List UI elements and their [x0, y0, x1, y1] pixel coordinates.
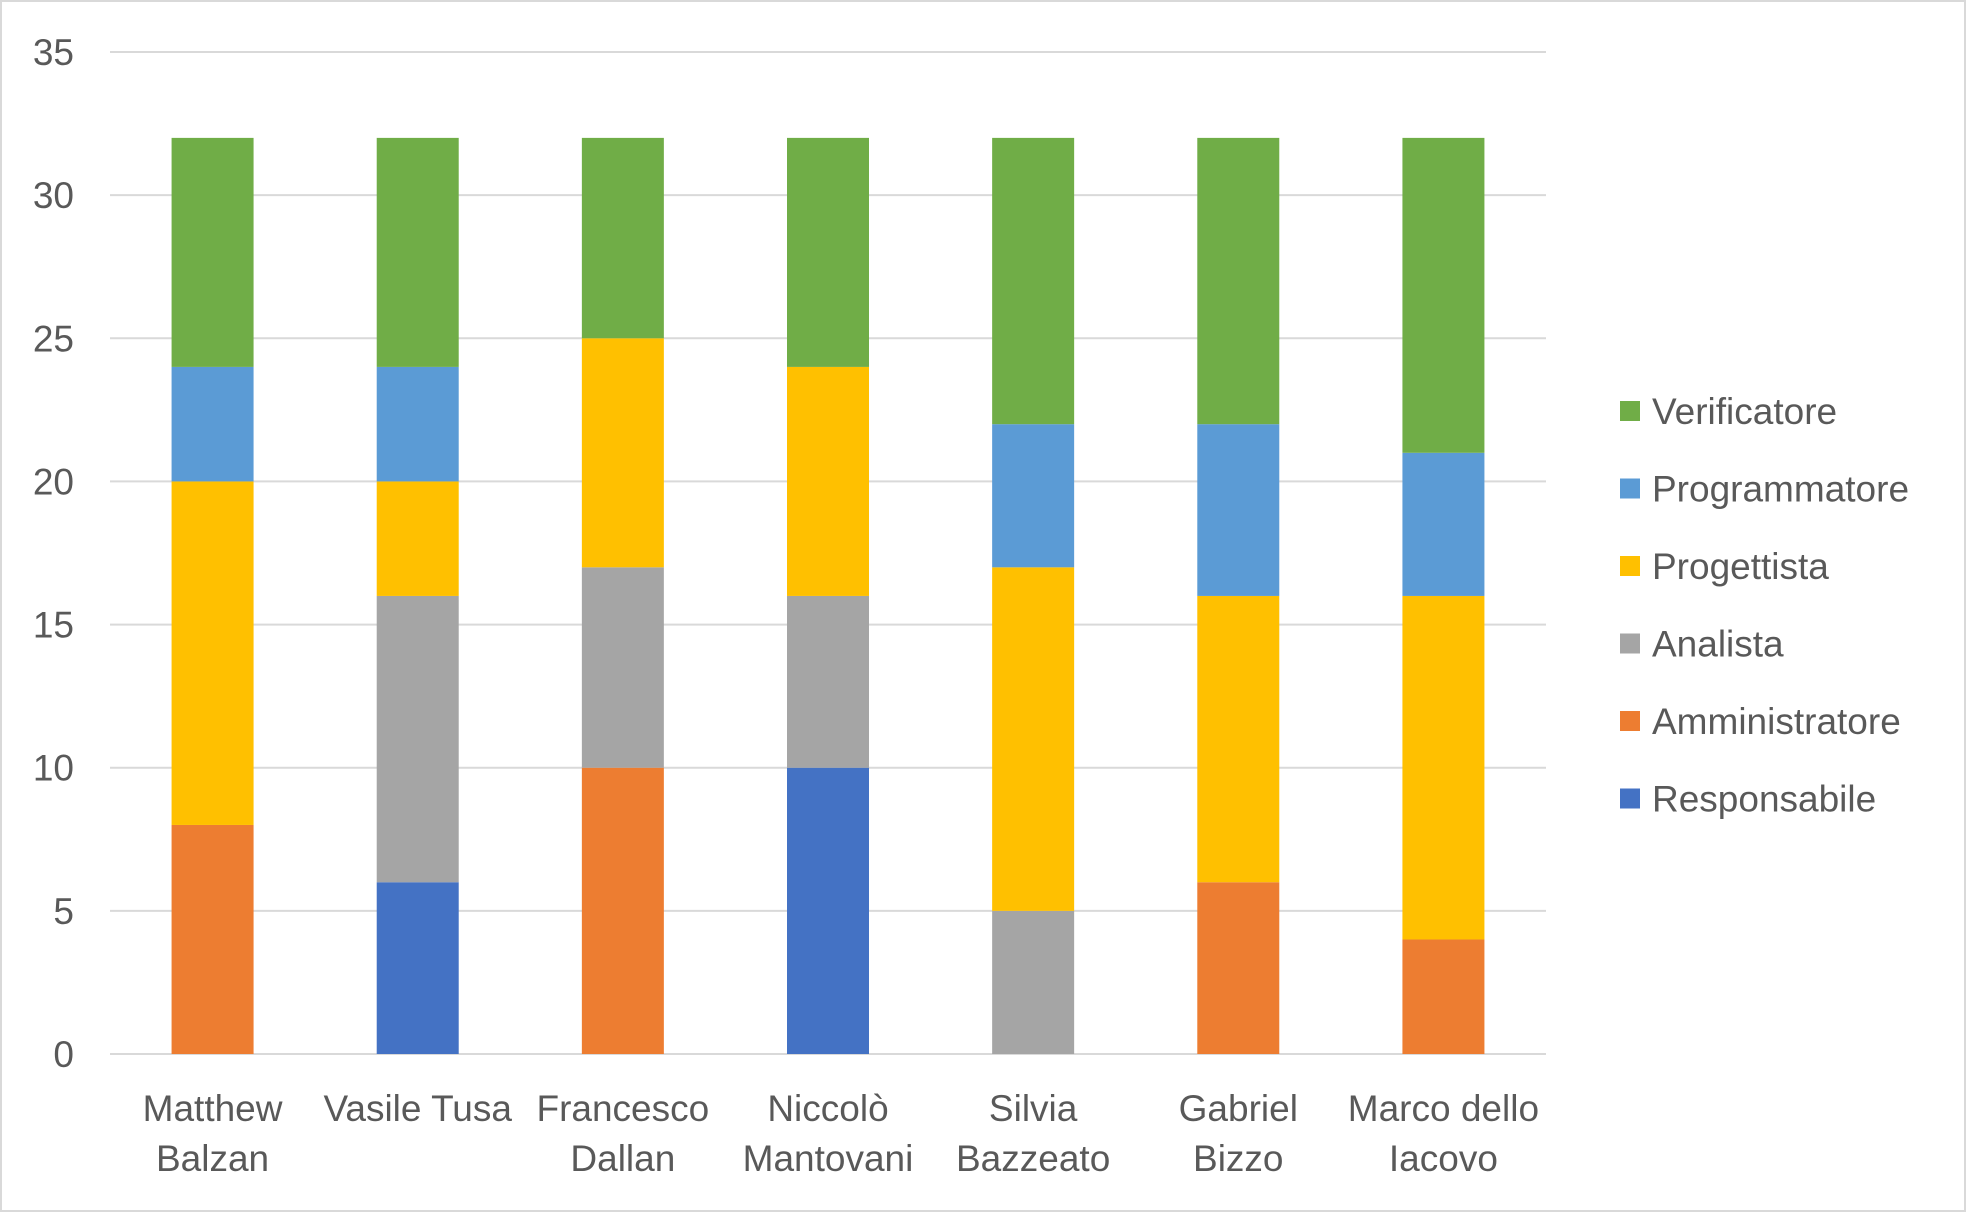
x-tick-label: Gabriel Bizzo [1179, 1088, 1298, 1179]
bar-segment-programmatore [171, 366, 254, 482]
bar-segment-verificatore [787, 137, 869, 367]
legend-swatch-programmatore [1620, 478, 1640, 499]
legend-swatch-amministratore [1620, 711, 1640, 731]
bar-segment-responsabile [376, 882, 459, 1054]
bar-segment-verificatore [581, 137, 664, 339]
legend-label-progettista: Progettista [1652, 546, 1829, 587]
bar-segment-verificatore [1402, 137, 1485, 453]
bar-segment-progettista [581, 338, 664, 568]
x-axis-tick-labels: Matthew Balzan Vasile Tusa Francesco Dallan N… [143, 1088, 1539, 1179]
legend-label-programmatore: Programmatore [1652, 469, 1909, 510]
bar-segment-programmatore [376, 366, 459, 482]
legend-swatch-analista [1620, 633, 1640, 654]
y-tick-label: 15 [33, 605, 74, 646]
bar-segment-progettista [1402, 595, 1485, 940]
bar-segment-analista [787, 595, 869, 768]
bar-segment-responsabile [787, 767, 869, 1054]
x-tick-label: Niccolò Mantovani [743, 1088, 914, 1179]
bar-segment-amministratore [581, 767, 664, 1054]
y-tick-label: 20 [33, 461, 74, 502]
y-tick-label: 25 [33, 318, 74, 359]
y-axis-tick-labels: 0 5 10 15 20 25 30 35 [33, 32, 74, 1075]
y-tick-label: 10 [33, 748, 74, 789]
bar-segment-verificatore [376, 137, 459, 367]
bars [171, 137, 1485, 1054]
legend-label-verificatore: Verificatore [1652, 391, 1837, 432]
bar-segment-programmatore [1402, 452, 1485, 596]
legend-swatch-verificatore [1620, 401, 1640, 421]
y-tick-label: 5 [53, 891, 74, 932]
legend-swatch-responsabile [1620, 788, 1640, 809]
x-tick-label: Silvia Bazzeato [956, 1088, 1110, 1179]
bar-segment-analista [376, 595, 459, 883]
legend-label-amministratore: Amministratore [1652, 701, 1901, 742]
legend-swatch-progettista [1620, 556, 1640, 576]
bar-segment-progettista [992, 567, 1075, 911]
y-tick-label: 0 [53, 1034, 74, 1075]
legend-label-responsabile: Responsabile [1652, 779, 1876, 820]
bar-segment-amministratore [1402, 939, 1485, 1054]
bar-segment-programmatore [1197, 424, 1280, 596]
bar-segment-analista [581, 567, 664, 768]
bar-segment-analista [992, 910, 1075, 1054]
bar-segment-progettista [171, 481, 254, 825]
bar-segment-amministratore [1197, 882, 1280, 1054]
bar-segment-progettista [1197, 595, 1280, 883]
y-tick-label: 30 [33, 175, 74, 216]
x-tick-label: Vasile Tusa [323, 1088, 512, 1129]
bar-segment-verificatore [171, 137, 254, 367]
bar-segment-amministratore [171, 824, 254, 1054]
legend: Verificatore Programmatore Progettista Anal… [1620, 391, 1909, 820]
bar-segment-verificatore [992, 137, 1075, 425]
x-tick-label: Matthew Balzan [143, 1088, 283, 1179]
bar-segment-progettista [376, 481, 459, 596]
bar-segment-programmatore [992, 424, 1075, 568]
bar-segment-verificatore [1197, 137, 1280, 425]
legend-label-analista: Analista [1652, 624, 1784, 665]
y-tick-label: 35 [33, 32, 74, 73]
x-tick-label: Francesco Dallan [536, 1088, 709, 1179]
bar-segment-progettista [787, 366, 869, 596]
x-tick-label: Marco dello Iacovo [1348, 1088, 1539, 1179]
